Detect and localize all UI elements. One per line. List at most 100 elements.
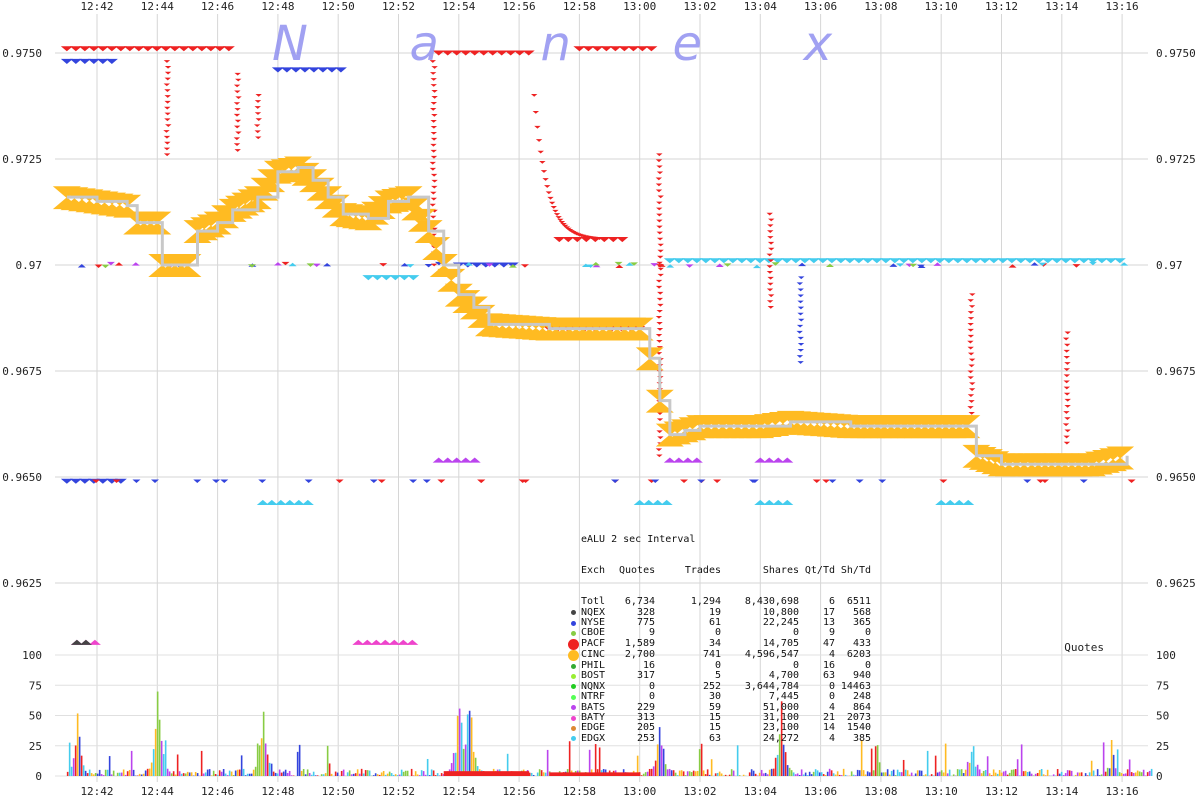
quote-marker — [518, 479, 527, 483]
volume-bar — [1120, 773, 1123, 776]
decay-marker — [164, 118, 171, 122]
decay-marker — [656, 454, 663, 458]
decay-marker — [164, 106, 171, 110]
volume-bar — [286, 772, 289, 776]
volume-bar — [188, 772, 191, 776]
volume-bar — [388, 771, 391, 776]
quote-marker — [288, 262, 297, 267]
volume-bar — [676, 775, 679, 776]
decay-marker — [656, 430, 663, 434]
quote-marker — [944, 499, 957, 505]
volume-tick-right: 0 — [1156, 770, 1163, 783]
decay-marker — [1064, 398, 1071, 402]
price-tick-left: 0.9725 — [2, 153, 42, 166]
stats-row-color-dot — [571, 620, 576, 626]
stats-cell-sh-td: 365 — [852, 617, 871, 629]
volume-bar — [472, 751, 475, 776]
volume-bar — [876, 745, 879, 776]
volume-bar — [772, 768, 775, 776]
stats-cell-shares: 4,700 — [768, 670, 799, 682]
quote-marker — [642, 499, 655, 505]
trade-marker — [173, 254, 202, 266]
decay-marker — [797, 349, 804, 352]
decay-marker — [798, 318, 805, 322]
volume-bar — [246, 773, 249, 776]
decay-marker — [657, 273, 664, 277]
decay-marker — [655, 189, 663, 193]
stats-cell-qt-td: 17 — [822, 606, 835, 618]
volume-bar — [98, 769, 101, 776]
time-tick-bottom: 13:12 — [985, 785, 1018, 798]
decay-marker — [796, 324, 804, 328]
decay-marker — [539, 161, 546, 164]
volume-bar — [440, 773, 443, 776]
decay-marker — [656, 213, 663, 217]
volume-bar — [1130, 772, 1133, 776]
quote-marker — [752, 264, 761, 269]
volume-bar — [324, 773, 327, 776]
decay-marker — [1063, 386, 1071, 390]
decay-marker — [656, 309, 663, 313]
volume-bar — [980, 773, 983, 776]
volume-bar — [728, 774, 731, 776]
trade-marker — [143, 211, 172, 224]
quote-marker — [607, 237, 620, 243]
volume-bar — [340, 770, 343, 776]
volume-bar — [282, 771, 285, 776]
volume-bar — [348, 770, 351, 776]
decay-marker — [1063, 411, 1070, 414]
decay-marker — [967, 352, 975, 356]
volume-bar — [368, 770, 371, 776]
volume-bar — [974, 766, 977, 776]
volume-bar — [126, 771, 129, 776]
quote-marker — [70, 639, 83, 645]
quote-marker — [798, 262, 807, 267]
volume-bar — [880, 772, 883, 776]
volume-bar — [966, 761, 969, 776]
volume-bar — [242, 768, 245, 776]
decay-marker — [657, 267, 664, 271]
quote-marker — [407, 275, 420, 281]
decay-marker — [655, 315, 663, 319]
quote-marker — [1077, 258, 1090, 264]
volume-bar — [172, 771, 175, 776]
volume-bar — [1024, 770, 1027, 776]
decay-marker — [967, 317, 975, 320]
quote-marker — [672, 258, 685, 264]
stats-cell-shares: 51,000 — [762, 701, 799, 713]
volume-bar — [474, 757, 477, 776]
decay-marker — [430, 78, 437, 81]
quote-marker — [78, 478, 91, 484]
trade-marker — [952, 426, 981, 439]
volume-bar — [678, 770, 681, 776]
volume-bar — [1034, 773, 1037, 776]
volume-bar — [124, 774, 127, 776]
stats-row-color-dot — [571, 610, 576, 616]
quote-marker — [735, 258, 748, 264]
volume-bar — [272, 771, 275, 776]
quote-marker — [571, 237, 584, 243]
quote-marker — [699, 258, 712, 264]
decay-marker — [532, 110, 540, 114]
stats-cell-shares: 4,596,547 — [744, 649, 799, 661]
quote-marker — [101, 264, 110, 269]
decay-marker — [164, 65, 172, 69]
volume-bar — [268, 762, 271, 776]
volume-bar — [962, 773, 965, 776]
decay-marker — [431, 66, 438, 69]
volume-bar — [782, 744, 785, 776]
volume-bar — [140, 774, 143, 776]
decay-marker — [431, 227, 438, 231]
volume-bar — [800, 769, 803, 776]
volume-bar — [458, 708, 461, 776]
volume-bar — [322, 774, 325, 776]
volume-bar — [796, 773, 799, 776]
volume-bar — [1112, 754, 1115, 776]
volume-bar — [976, 764, 979, 776]
quote-marker — [379, 263, 388, 267]
stats-cell-exch: EDGX — [581, 732, 606, 744]
volume-bar — [1020, 744, 1023, 776]
stats-cell-shares: 22,245 — [762, 617, 799, 629]
quote-marker — [633, 499, 646, 505]
